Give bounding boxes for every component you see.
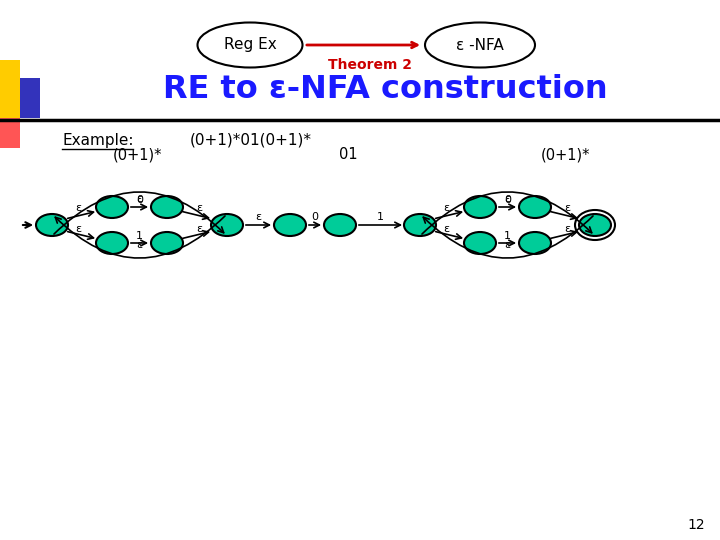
Text: ε: ε <box>136 240 143 250</box>
Ellipse shape <box>151 196 183 218</box>
Text: (0+1)*: (0+1)* <box>113 147 163 162</box>
Text: ε: ε <box>76 224 81 234</box>
Bar <box>0 60 20 118</box>
Text: RE to ε-NFA construction: RE to ε-NFA construction <box>163 73 607 105</box>
Ellipse shape <box>96 196 128 218</box>
Ellipse shape <box>151 232 183 254</box>
Ellipse shape <box>36 214 68 236</box>
Text: (0+1)*: (0+1)* <box>540 147 590 162</box>
Text: ε: ε <box>505 194 510 204</box>
Ellipse shape <box>96 232 128 254</box>
Text: ε: ε <box>564 224 570 234</box>
Ellipse shape <box>404 214 436 236</box>
Text: (0+1)*01(0+1)*: (0+1)*01(0+1)* <box>190 132 312 147</box>
Text: ε: ε <box>564 203 570 213</box>
Ellipse shape <box>425 23 535 68</box>
Ellipse shape <box>464 232 496 254</box>
Text: 1: 1 <box>136 231 143 241</box>
Text: 1: 1 <box>377 212 384 222</box>
Text: Reg Ex: Reg Ex <box>224 37 276 52</box>
Text: ε -NFA: ε -NFA <box>456 37 504 52</box>
Ellipse shape <box>519 232 551 254</box>
Text: ε: ε <box>444 203 449 213</box>
Ellipse shape <box>211 214 243 236</box>
Text: ε: ε <box>505 240 510 250</box>
Text: 0: 0 <box>136 195 143 205</box>
Text: 0: 0 <box>504 195 511 205</box>
Text: ε: ε <box>444 224 449 234</box>
Ellipse shape <box>274 214 306 236</box>
Text: ε: ε <box>197 203 202 213</box>
Ellipse shape <box>197 23 302 68</box>
Ellipse shape <box>464 196 496 218</box>
Text: 0: 0 <box>312 212 318 222</box>
Text: Example:: Example: <box>62 132 133 147</box>
Text: ε: ε <box>76 203 81 213</box>
Bar <box>0 118 20 148</box>
Text: Theorem 2: Theorem 2 <box>328 58 412 72</box>
Ellipse shape <box>579 214 611 236</box>
Text: ε: ε <box>197 224 202 234</box>
Ellipse shape <box>324 214 356 236</box>
Text: 01: 01 <box>338 147 357 162</box>
Ellipse shape <box>519 196 551 218</box>
Bar <box>20 78 40 118</box>
Text: ε: ε <box>136 194 143 204</box>
Text: ε: ε <box>256 212 261 222</box>
Text: 12: 12 <box>688 518 705 532</box>
Text: 1: 1 <box>504 231 511 241</box>
